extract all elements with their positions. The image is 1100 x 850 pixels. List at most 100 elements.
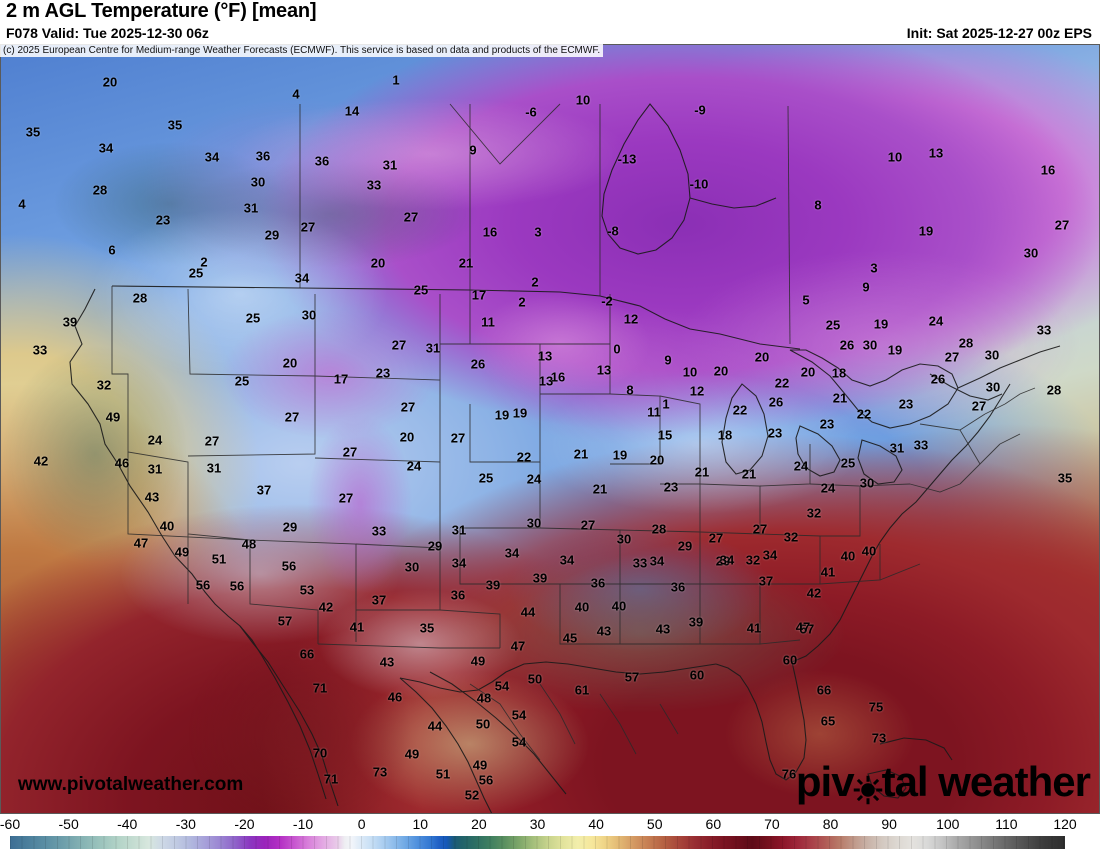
page-title: 2 m AGL Temperature (°F) [mean] xyxy=(6,0,317,22)
colorbar-tick-label: 0 xyxy=(357,816,366,832)
temperature-label: 19 xyxy=(612,447,628,463)
temperature-label: 19 xyxy=(918,223,934,239)
temperature-label: 19 xyxy=(873,316,889,332)
colorbar-tick-label: -50 xyxy=(58,816,79,832)
temperature-label: -10 xyxy=(689,176,709,192)
temperature-label: 13 xyxy=(928,145,944,161)
temperature-label: 12 xyxy=(623,311,639,327)
temperature-label: 54 xyxy=(511,707,527,723)
temperature-label: 49 xyxy=(470,653,486,669)
temperature-label: 49 xyxy=(404,746,420,762)
temperature-label: 34 xyxy=(762,547,778,563)
temperature-label: 43 xyxy=(379,654,395,670)
temperature-label: 41 xyxy=(746,620,762,636)
temperature-label: 35 xyxy=(25,124,41,140)
temperature-label: 36 xyxy=(590,575,606,591)
temperature-label: 31 xyxy=(206,460,222,476)
colorbar-gradient[interactable] xyxy=(10,836,1065,849)
temperature-label: 40 xyxy=(861,543,877,559)
temperature-label: 31 xyxy=(889,440,905,456)
temperature-label: 32 xyxy=(745,552,761,568)
temperature-label: 28 xyxy=(1046,382,1062,398)
temperature-label: 0 xyxy=(613,341,621,357)
brand-text-part2: tal weather xyxy=(881,758,1091,805)
temperature-label: 31 xyxy=(382,157,398,173)
temperature-label: 2 xyxy=(518,294,526,310)
temperature-label: 27 xyxy=(450,430,466,446)
temperature-label: 35 xyxy=(419,620,435,636)
temperature-label: 16 xyxy=(550,369,566,385)
temperature-label: -6 xyxy=(525,104,537,120)
temperature-label: 30 xyxy=(1023,245,1039,261)
temperature-label: 34 xyxy=(98,140,114,156)
temperature-label: 3 xyxy=(534,224,542,240)
temperature-label: 49 xyxy=(174,544,190,560)
colorbar-legend[interactable]: -60 -50 -40 -30 -20 -10 0 10 20 30 40 50 60 70 80 90 100… xyxy=(0,815,1100,850)
temperature-label: -13 xyxy=(617,151,637,167)
temperature-label: 14 xyxy=(344,103,360,119)
temperature-label: 13 xyxy=(596,362,612,378)
temperature-label: 50 xyxy=(527,671,543,687)
temperature-label: 52 xyxy=(464,787,480,803)
temperature-label: 25 xyxy=(840,455,856,471)
temperature-label: 4 xyxy=(292,86,300,102)
temperature-label: 27 xyxy=(708,530,724,546)
temperature-label: 60 xyxy=(689,667,705,683)
temperature-label: 32 xyxy=(783,529,799,545)
temperature-label: 13 xyxy=(537,348,553,364)
temperature-label: 33 xyxy=(32,342,48,358)
temperature-label: 25 xyxy=(478,470,494,486)
init-time-label: Init: Sat 2025-12-27 00z EPS xyxy=(906,25,1092,41)
temperature-label: 45 xyxy=(562,630,578,646)
temperature-label: 29 xyxy=(677,538,693,554)
temperature-label: 20 xyxy=(102,74,118,90)
temperature-label: 10 xyxy=(887,149,903,165)
temperature-label: 27 xyxy=(400,399,416,415)
temperature-label: 66 xyxy=(299,646,315,662)
brand-text-part1: piv xyxy=(795,758,855,805)
valid-time-label: F078 Valid: Tue 2025-12-30 06z xyxy=(6,25,209,41)
temperature-label: 13 xyxy=(538,373,554,389)
colorbar-tick-label: 80 xyxy=(822,816,839,832)
temperature-label: 23 xyxy=(155,212,171,228)
temperature-label: 57 xyxy=(799,621,815,637)
temperature-label: 17 xyxy=(333,371,349,387)
temperature-label: 71 xyxy=(323,771,339,787)
temperature-label: 50 xyxy=(475,716,491,732)
temperature-label: 21 xyxy=(741,466,757,482)
temperature-label: 40 xyxy=(159,518,175,534)
temperature-label: 41 xyxy=(820,564,836,580)
temperature-label: 20 xyxy=(399,429,415,445)
temperature-label: 61 xyxy=(574,682,590,698)
temperature-label: 15 xyxy=(657,427,673,443)
temperature-label: 54 xyxy=(494,678,510,694)
map-borders-overlay xyxy=(69,103,1061,814)
temperature-label: 33 xyxy=(366,177,382,193)
temperature-label: 24 xyxy=(406,458,422,474)
temperature-label: 25 xyxy=(825,317,841,333)
temperature-label: 31 xyxy=(243,200,259,216)
colorbar-tick-label: 40 xyxy=(588,816,604,832)
temperature-label: 20 xyxy=(713,363,729,379)
temperature-label: 29 xyxy=(264,227,280,243)
site-url-watermark: www.pivotalweather.com xyxy=(18,774,244,795)
temperature-label: 22 xyxy=(516,449,532,465)
colorbar-tick-label: 90 xyxy=(881,816,897,832)
temperature-label: 19 xyxy=(494,407,510,423)
temperature-label: 11 xyxy=(481,314,495,330)
brand-watermark: piv tal weather xyxy=(795,758,1091,806)
temperature-label: 9 xyxy=(664,352,672,368)
colorbar-tick-label: 110 xyxy=(995,816,1018,832)
temperature-label: 23 xyxy=(375,365,391,381)
temperature-label: 32 xyxy=(96,377,112,393)
temperature-label: 37 xyxy=(371,592,387,608)
colorbar-tick-label: 60 xyxy=(705,816,722,832)
temperature-label: 48 xyxy=(241,536,257,552)
temperature-map[interactable]: 20 4 14 1 9 -6 10 -9 -13 -10 -8 8 10 13 16 35 34 35 34 36 36… xyxy=(0,44,1100,814)
temperature-label: 20 xyxy=(649,452,665,468)
temperature-label: 9 xyxy=(469,142,477,158)
temperature-label: 47 xyxy=(133,535,149,551)
temperature-label: 20 xyxy=(800,364,816,380)
temperature-label: 10 xyxy=(682,364,698,380)
